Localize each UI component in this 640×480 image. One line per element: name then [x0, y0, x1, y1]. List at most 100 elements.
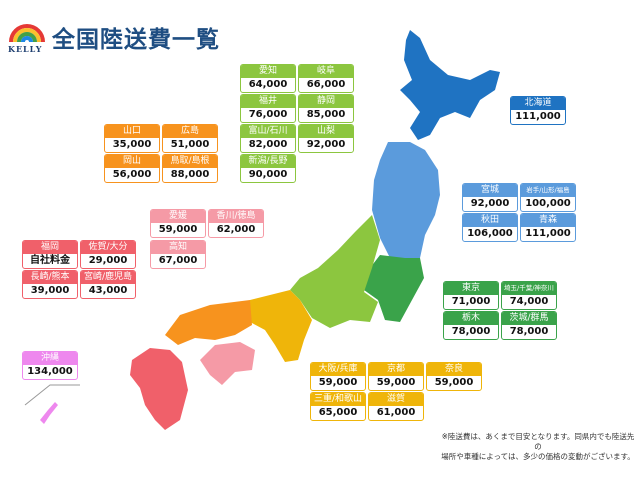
price-value: 61,000 — [376, 407, 416, 418]
prefecture-label: 福岡 — [23, 241, 77, 254]
price-value: 59,000 — [434, 377, 474, 388]
price-value: 65,000 — [318, 407, 358, 418]
price-value: 78,000 — [451, 326, 491, 337]
price-value: 64,000 — [248, 79, 288, 90]
prefecture-label: 滋賀 — [369, 393, 423, 406]
price-card-tohoku: 岩手/山形/福島 100,000 — [520, 183, 576, 212]
price-card-tohoku: 秋田 106,000 — [462, 213, 518, 242]
price-value: 92,000 — [470, 198, 510, 209]
map-okinawa — [40, 402, 58, 424]
kelly-logo: KELLY — [8, 20, 46, 54]
price-value: 66,000 — [306, 79, 346, 90]
price-card-kanto: 埼玉/千葉/神奈川 74,000 — [501, 281, 557, 310]
map-kanto — [364, 255, 424, 322]
price-card-chugoku: 岡山 56,000 — [104, 154, 160, 183]
price-value: 90,000 — [248, 169, 288, 180]
price-value: 自社料金 — [30, 255, 70, 266]
price-card-chubu: 山梨 92,000 — [298, 124, 354, 153]
prefecture-label: 京都 — [369, 363, 423, 376]
price-value: 35,000 — [112, 139, 152, 150]
price-card-kyushu: 福岡 自社料金 — [22, 240, 78, 269]
prefecture-label: 長崎/熊本 — [23, 271, 77, 284]
price-card-chubu: 富山/石川 82,000 — [240, 124, 296, 153]
prefecture-label: 鳥取/島根 — [163, 155, 217, 168]
prefecture-label: 埼玉/千葉/神奈川 — [502, 282, 556, 295]
prefecture-label: 三重/和歌山 — [311, 393, 365, 406]
price-card-shikoku: 香川/徳島 62,000 — [208, 209, 264, 238]
price-card-kinki: 奈良 59,000 — [426, 362, 482, 391]
price-value: 111,000 — [515, 111, 561, 122]
price-value: 82,000 — [248, 139, 288, 150]
price-card-chubu: 愛知 64,000 — [240, 64, 296, 93]
prefecture-label: 秋田 — [463, 214, 517, 227]
okinawa-frame — [24, 384, 80, 406]
price-card-tohoku: 宮城 92,000 — [462, 183, 518, 212]
price-value: 78,000 — [509, 326, 549, 337]
prefecture-label: 香川/徳島 — [209, 210, 263, 223]
price-card-kyushu: 佐賀/大分 29,000 — [80, 240, 136, 269]
map-hokkaido — [400, 30, 500, 140]
map-kinki — [250, 290, 312, 362]
price-card-kinki: 京都 59,000 — [368, 362, 424, 391]
page-title: 全国陸送費一覧 — [52, 27, 220, 53]
price-card-kinki: 滋賀 61,000 — [368, 392, 424, 421]
prefecture-label: 宮城 — [463, 184, 517, 197]
price-value: 88,000 — [170, 169, 210, 180]
price-card-kinki: 大阪/兵庫 59,000 — [310, 362, 366, 391]
price-value: 85,000 — [306, 109, 346, 120]
prefecture-label: 広島 — [163, 125, 217, 138]
price-card-chugoku: 山口 35,000 — [104, 124, 160, 153]
map-shikoku — [200, 342, 255, 385]
price-value: 67,000 — [158, 255, 198, 266]
price-card-tohoku: 青森 111,000 — [520, 213, 576, 242]
prefecture-label: 岡山 — [105, 155, 159, 168]
price-value: 51,000 — [170, 139, 210, 150]
price-value: 62,000 — [216, 224, 256, 235]
rainbow-icon — [9, 24, 45, 43]
prefecture-label: 富山/石川 — [241, 125, 295, 138]
prefecture-label: 青森 — [521, 214, 575, 227]
prefecture-label: 栃木 — [444, 312, 498, 325]
price-card-kanto: 茨城/群馬 78,000 — [501, 311, 557, 340]
map-kyushu — [130, 348, 188, 430]
price-value: 106,000 — [467, 228, 513, 239]
note-line-2: 場所や車種によっては、多少の価格の変動がございます。 — [441, 452, 635, 461]
map-chubu — [290, 215, 380, 328]
prefecture-label: 沖縄 — [23, 352, 77, 365]
price-card-chugoku: 広島 51,000 — [162, 124, 218, 153]
price-card-shikoku: 高知 67,000 — [150, 240, 206, 269]
price-card-chubu: 静岡 85,000 — [298, 94, 354, 123]
prefecture-label: 高知 — [151, 241, 205, 254]
price-value: 76,000 — [248, 109, 288, 120]
prefecture-label: 新潟/長野 — [241, 155, 295, 168]
price-card-kanto: 栃木 78,000 — [443, 311, 499, 340]
price-value: 71,000 — [451, 296, 491, 307]
price-value: 134,000 — [27, 366, 73, 377]
price-value: 29,000 — [88, 255, 128, 266]
disclaimer-note: ※陸送費は、あくまで目安となります。同県内でも陸送先の 場所や車種によっては、多… — [438, 432, 638, 462]
prefecture-label: 大阪/兵庫 — [311, 363, 365, 376]
map-chugoku — [165, 300, 252, 345]
price-card-kinki: 三重/和歌山 65,000 — [310, 392, 366, 421]
prefecture-label: 茨城/群馬 — [502, 312, 556, 325]
prefecture-label: 山梨 — [299, 125, 353, 138]
price-value: 100,000 — [525, 198, 571, 209]
prefecture-label: 愛媛 — [151, 210, 205, 223]
prefecture-label: 東京 — [444, 282, 498, 295]
prefecture-label: 静岡 — [299, 95, 353, 108]
price-value: 59,000 — [158, 224, 198, 235]
prefecture-label: 山口 — [105, 125, 159, 138]
price-value: 43,000 — [88, 285, 128, 296]
price-value: 39,000 — [30, 285, 70, 296]
price-value: 74,000 — [509, 296, 549, 307]
price-value: 111,000 — [525, 228, 571, 239]
prefecture-label: 奈良 — [427, 363, 481, 376]
prefecture-label: 岩手/山形/福島 — [521, 184, 575, 197]
price-value: 59,000 — [376, 377, 416, 388]
prefecture-label: 宮崎/鹿児島 — [81, 271, 135, 284]
prefecture-label: 愛知 — [241, 65, 295, 78]
note-line-1: ※陸送費は、あくまで目安となります。同県内でも陸送先の — [441, 432, 635, 451]
price-card-hokkaido: 北海道 111,000 — [510, 96, 566, 125]
price-card-kyushu: 長崎/熊本 39,000 — [22, 270, 78, 299]
